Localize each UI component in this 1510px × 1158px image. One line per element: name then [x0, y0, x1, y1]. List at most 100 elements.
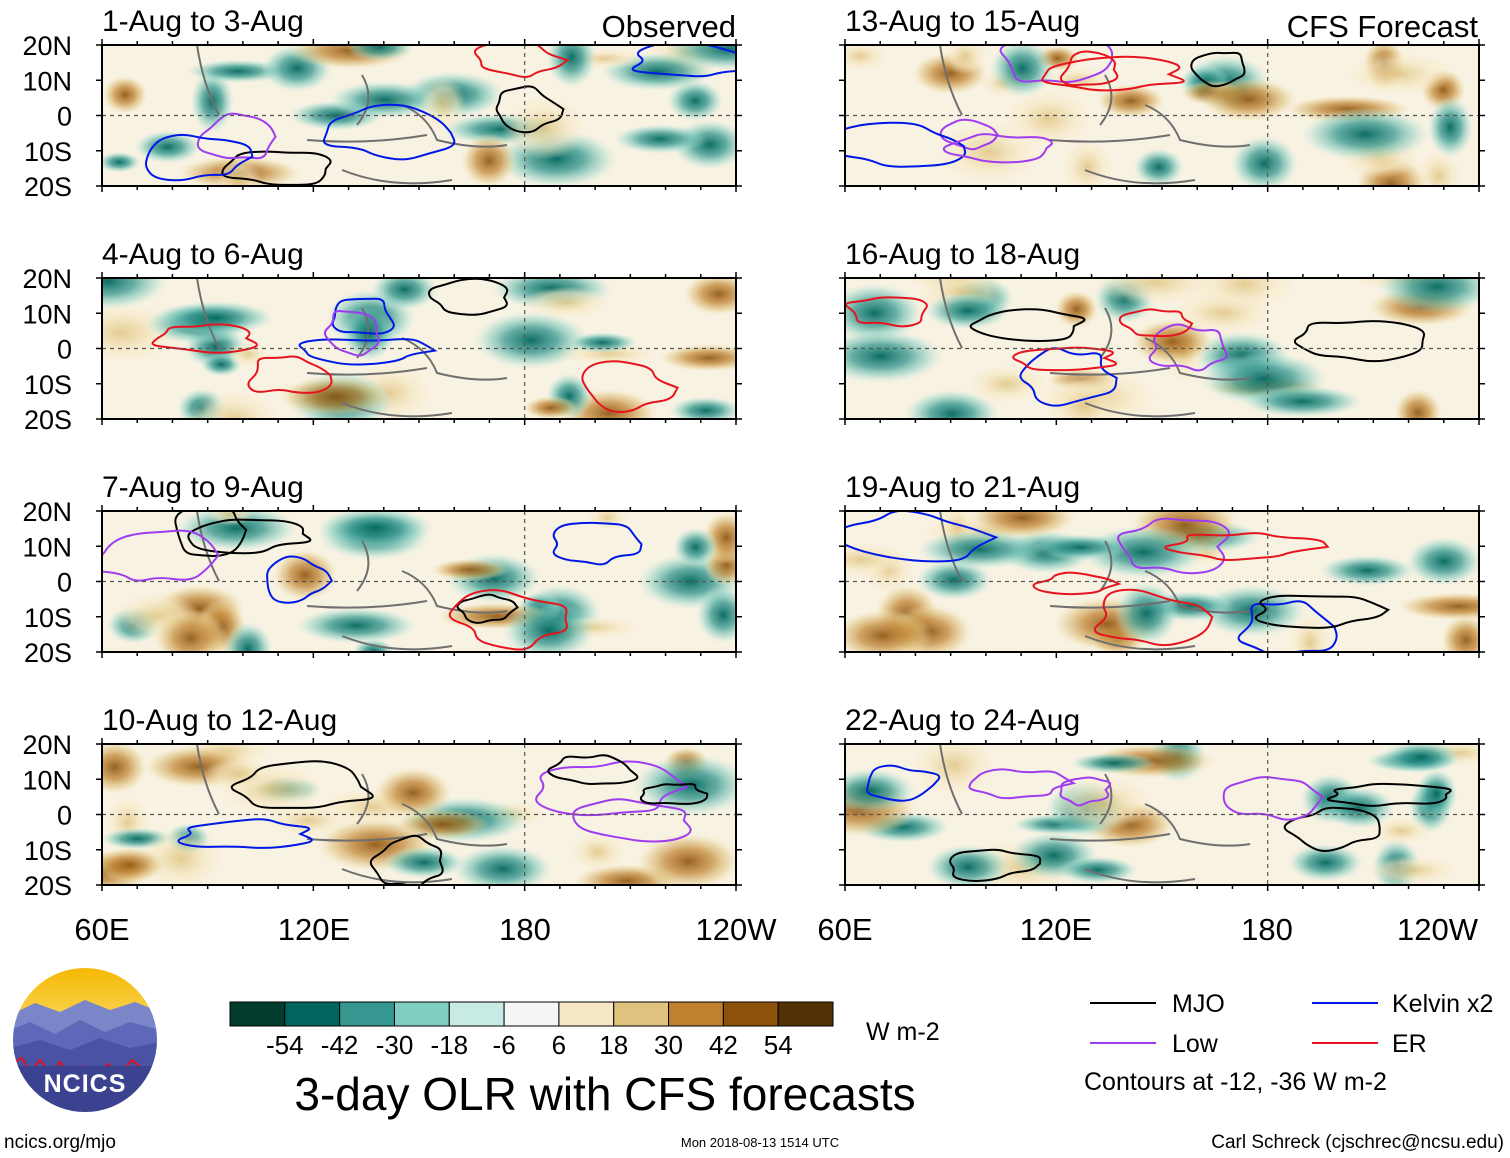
lat-tick-label: 20S [24, 172, 72, 202]
lat-tick-label: 10S [24, 137, 72, 167]
olr-anomaly-cell [667, 79, 724, 122]
colorbar-units: W m-2 [866, 1018, 940, 1046]
column-label-observed: Observed [602, 9, 736, 44]
wave-contour [151, 323, 258, 354]
olr-anomaly-cell [1096, 83, 1166, 119]
colorbar-tick-label: 30 [654, 1030, 683, 1060]
longitude-labels-right: 60E 120E 180 120W [817, 912, 1478, 947]
olr-anomaly-cell [633, 753, 736, 817]
wave-contour [1012, 346, 1118, 372]
wave-contour [428, 278, 509, 316]
colorbar-swatch [284, 1001, 341, 1027]
lat-tick-label: 20S [24, 638, 72, 668]
colorbar-tick-label: 6 [552, 1030, 566, 1060]
olr-anomaly-cell [943, 45, 988, 75]
olr-anomaly-cell [1061, 139, 1114, 186]
olr-anomaly-cell [156, 300, 275, 335]
lat-tick-label: 10N [22, 66, 72, 96]
olr-anomaly-cell [566, 332, 638, 354]
contour-legend: MJO Kelvin x2 Low ER Contours at -12, -3… [1084, 990, 1493, 1096]
lat-tick-label: 10N [22, 532, 72, 562]
wave-contour [1032, 571, 1122, 596]
wave-contour [1148, 323, 1228, 372]
olr-anomaly-cell [521, 286, 611, 319]
olr-anomaly-cell [134, 130, 202, 164]
olr-anomaly-cell [102, 75, 148, 115]
olr-anomaly-cell [664, 45, 736, 71]
olr-anomaly-cell [1133, 148, 1184, 186]
map-panel: 7-Aug to 9-Aug [96, 471, 742, 658]
olr-anomaly-cell [636, 833, 736, 885]
lon-tick-label: 120E [1020, 912, 1092, 947]
olr-anomaly-cell [1192, 278, 1296, 312]
wave-contour [969, 308, 1086, 342]
lat-tick-label: 0 [57, 102, 72, 132]
coastline [939, 744, 1251, 884]
wave-contour [473, 45, 570, 78]
olr-anomaly-cell [1396, 592, 1479, 621]
colorbar-tick-label: -54 [266, 1030, 304, 1060]
olr-anomaly-cell [1287, 843, 1364, 882]
coastline [196, 45, 508, 185]
olr-anomaly-cell [1415, 149, 1462, 186]
olr-anomaly-cell [502, 600, 595, 652]
colorbar-tick-label: 42 [709, 1030, 738, 1060]
colorbar-swatch [393, 1001, 450, 1027]
lat-tick-label: 0 [57, 335, 72, 365]
olr-anomaly-cell [460, 133, 517, 186]
olr-anomaly-cell [102, 846, 166, 883]
wave-contour [1041, 55, 1185, 92]
olr-anomaly-cell [586, 511, 629, 531]
colorbar-swatch [558, 1001, 615, 1027]
olr-anomaly-cell [613, 124, 707, 154]
olr-anomaly-cell [659, 343, 736, 372]
olr-anomaly-cell [915, 559, 993, 601]
olr-anomaly-cell [845, 768, 916, 814]
wave-contour [196, 112, 277, 160]
wave-contour [323, 309, 380, 357]
colorbar-swatch [613, 1001, 670, 1027]
colorbar-swatch [229, 1001, 286, 1027]
wave-contour [221, 150, 332, 186]
olr-anomaly-cell [1366, 855, 1459, 885]
lon-tick-label: 180 [1241, 912, 1293, 947]
olr-anomaly-cell [102, 151, 141, 173]
map-panel: 19-Aug to 21-Aug [839, 471, 1485, 658]
olr-anomaly-cell [1054, 290, 1099, 329]
legend-label: MJO [1172, 990, 1225, 1018]
wave-contour [999, 45, 1114, 84]
olr-anomaly-cell [924, 292, 1010, 330]
olr-anomaly-cell [1415, 768, 1458, 819]
olr-anomaly-cell [1346, 52, 1453, 96]
wave-contour [369, 834, 444, 885]
lat-tick-label: 20N [22, 264, 72, 294]
column-label-forecast: CFS Forecast [1287, 9, 1479, 44]
olr-anomaly-cell [845, 329, 944, 384]
wave-contour [1059, 776, 1112, 807]
latitude-labels: 20N 10N 0 10S 20S 20N 10N 0 10S 20S 20N 10N 0 10S 20S 2… [22, 31, 72, 901]
lat-tick-label: 10N [22, 299, 72, 329]
lon-tick-label: 60E [817, 912, 872, 947]
olr-anomaly-cell [374, 767, 453, 819]
wave-contour [1117, 517, 1231, 575]
olr-anomaly-cell [682, 278, 736, 316]
olr-anomaly-cell [1371, 816, 1432, 845]
olr-anomaly-cell [187, 390, 281, 419]
wave-contour [448, 589, 568, 651]
wave-contour [1283, 806, 1381, 852]
colorbar-swatch [339, 1001, 395, 1027]
map-panel: 16-Aug to 18-Aug [839, 238, 1485, 425]
olr-anomaly-cell [1405, 536, 1479, 586]
wave-contour [1019, 347, 1118, 407]
olr-anomaly-cell [452, 845, 553, 885]
olr-anomaly-cell [1048, 379, 1118, 419]
olr-anomaly-cell [989, 45, 1055, 98]
colorbar-tick-label: -18 [431, 1030, 469, 1060]
wave-contour [949, 848, 1042, 882]
coastline [939, 45, 1251, 185]
wave-contour [1164, 532, 1330, 561]
wave-contour [1118, 308, 1194, 338]
panel-title: 10-Aug to 12-Aug [102, 704, 337, 737]
footer-timestamp: Mon 2018-08-13 1514 UTC [681, 1135, 839, 1150]
